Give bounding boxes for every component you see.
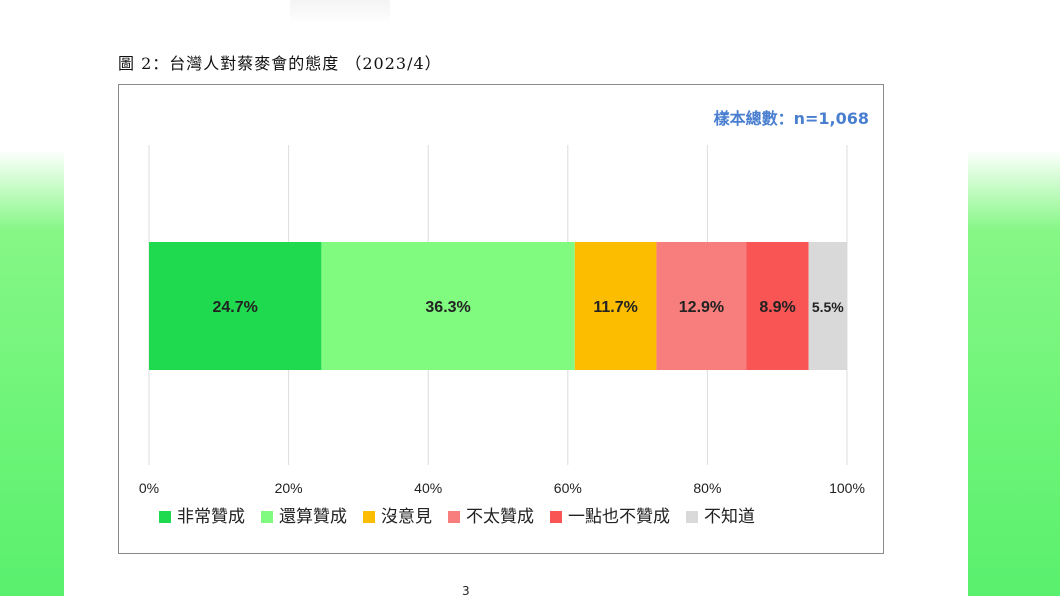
data-label: 36.3%	[425, 299, 470, 316]
bar-segment	[321, 242, 575, 370]
figure-caption: 圖 2：台灣人對蔡麥會的態度 （2023/4）	[118, 54, 442, 73]
data-label: 24.7%	[213, 299, 258, 316]
legend-label: 一點也不贊成	[568, 507, 670, 527]
data-label: 12.9%	[679, 299, 724, 316]
legend-swatch	[159, 511, 171, 523]
legend-label: 不知道	[704, 507, 755, 527]
legend-swatch	[448, 511, 460, 523]
top-shadow	[290, 0, 390, 24]
sample-size-note: 樣本總數：n=1,068	[713, 109, 869, 128]
x-tick-label: 40%	[414, 480, 442, 496]
legend-label: 不太贊成	[466, 507, 534, 527]
x-tick-label: 0%	[139, 480, 159, 496]
legend-swatch	[550, 511, 562, 523]
x-tick-label: 20%	[275, 480, 303, 496]
legend-label: 沒意見	[381, 507, 432, 527]
x-tick-label: 80%	[693, 480, 721, 496]
data-label: 11.7%	[593, 299, 637, 316]
data-label: 8.9%	[759, 299, 795, 316]
legend-label: 非常贊成	[177, 507, 245, 527]
bar-segment	[656, 242, 747, 370]
x-tick-label: 100%	[829, 480, 865, 496]
legend-label: 還算贊成	[279, 507, 347, 527]
page-number: 3	[462, 584, 470, 598]
chart-frame: 樣本總數：n=1,068 0% 20% 40% 60% 80% 100% 24.7% 36.3…	[118, 84, 884, 554]
legend-swatch	[261, 511, 273, 523]
bar-segment	[746, 242, 809, 370]
legend-swatch	[363, 511, 375, 523]
bar-segment	[149, 242, 322, 370]
stacked-bar-chart: 0% 20% 40% 60% 80% 100% 24.7% 36.3% 11.7% 12.9% 8.…	[139, 145, 865, 527]
data-label: 5.5%	[812, 299, 844, 315]
bar-segment	[808, 242, 847, 370]
legend-swatch	[686, 511, 698, 523]
bar-segment	[574, 242, 657, 370]
x-tick-label: 60%	[554, 480, 582, 496]
